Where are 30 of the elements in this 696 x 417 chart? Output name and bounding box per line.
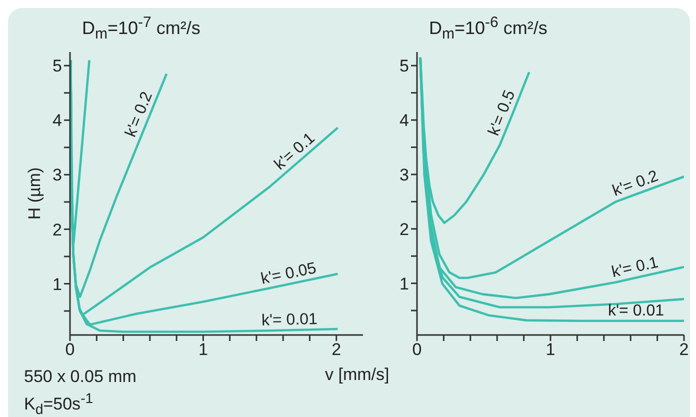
- y-tick-label: 3: [52, 166, 62, 185]
- x-tick-label: 1: [546, 340, 556, 360]
- y-tick-label: 3: [400, 165, 409, 184]
- text: K$_{d}$=50s$^{-1}$: [24, 391, 94, 417]
- text: 550 x 0.05 mm: [24, 367, 136, 387]
- y-axis-title: H (µm): [25, 167, 44, 220]
- text: k'= 0.5: [486, 88, 519, 138]
- x-tick-label: 2: [332, 340, 342, 360]
- y-tick-label: 5: [52, 56, 62, 76]
- text: k'= 0.1: [272, 130, 318, 174]
- y-tick-label: 5: [400, 56, 409, 76]
- text: k'= 0.1: [610, 254, 660, 282]
- x-tick-label: 2: [679, 340, 689, 360]
- chart-title: D$_{m}$=10$^{-7}$ cm²/s: [82, 14, 200, 43]
- x-tick-label: 0: [412, 340, 422, 360]
- x-axis-title: v [mm/s]: [325, 365, 390, 385]
- y-tick-label: 4: [52, 111, 62, 130]
- text: k'= 0.2: [122, 89, 156, 140]
- y-tick-label: 4: [400, 111, 409, 130]
- y-tick-label: 2: [52, 220, 62, 240]
- y-tick-label: 2: [400, 220, 409, 239]
- series-label: k'= 0.01: [608, 302, 664, 320]
- text: k'= 0.05: [260, 260, 318, 288]
- x-tick-label: 0: [65, 340, 75, 360]
- chart-title: D$_{m}$=10$^{-6}$ cm²/s: [429, 14, 548, 43]
- text: k'= 0.2: [610, 168, 661, 200]
- series-label: k'= 0.01: [261, 310, 318, 330]
- y-tick-label: 1: [52, 274, 62, 294]
- y-tick-label: 1: [400, 274, 409, 294]
- x-tick-label: 1: [198, 340, 208, 360]
